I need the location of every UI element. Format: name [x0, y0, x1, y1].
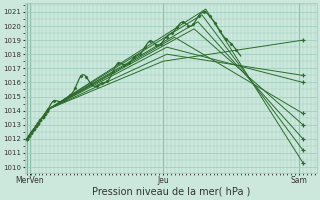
- X-axis label: Pression niveau de la mer( hPa ): Pression niveau de la mer( hPa ): [92, 187, 250, 197]
